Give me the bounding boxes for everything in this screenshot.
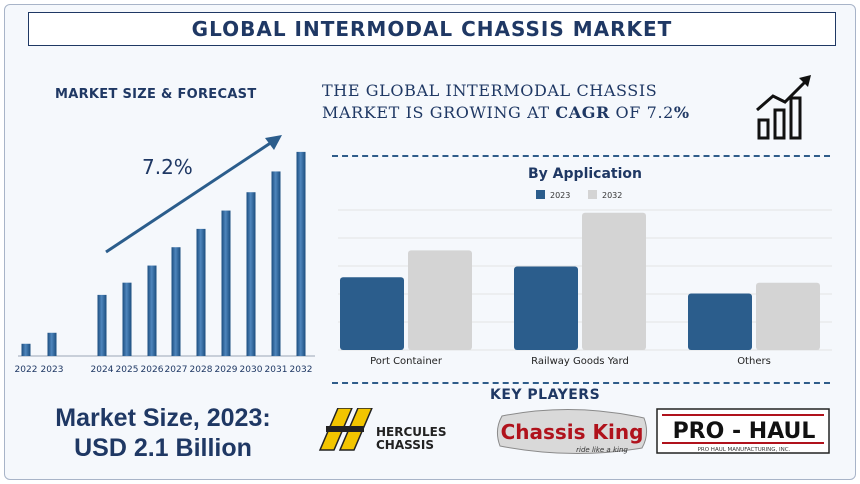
application-bar-railway-goods-yard-2023 [514,266,578,350]
forecast-bar-2028 [196,228,206,356]
headline-line2: MARKET IS GROWING AT CAGR OF 7.2% [322,102,742,124]
forecast-bar-2022 [21,343,31,356]
title-banner: GLOBAL INTERMODAL CHASSIS MARKET [28,12,836,46]
application-bar-others-2032 [756,282,820,350]
key-players-heading: KEY PLAYERS [490,387,601,403]
headline-line2-mid: OF 7.2 [609,103,674,122]
page-title: GLOBAL INTERMODAL CHASSIS MARKET [191,17,673,41]
forecast-tick-2025: 2025 [116,365,139,375]
application-bar-railway-goods-yard-2032 [582,212,646,350]
market-size-value: USD 2.1 Billion [74,434,252,462]
forecast-tick-2024: 2024 [91,365,114,375]
trend-arrow-head [265,135,282,150]
headline-cagr: CAGR [555,103,610,122]
headline: THE GLOBAL INTERMODAL CHASSIS MARKET IS … [322,80,742,124]
forecast-tick-2026: 2026 [141,365,164,375]
forecast-tick-2032: 2032 [290,365,313,375]
forecast-bar-2026 [147,265,157,356]
forecast-tick-2022: 2022 [15,365,38,375]
market-size-callout: Market Size, 2023: USD 2.1 Billion [28,403,298,463]
pro-haul-subtitle: PRO HAUL MANUFACTURING, INC. [698,447,791,453]
headline-percent: % [673,103,690,122]
forecast-bar-2030 [246,192,256,356]
legend-label-2023: 2023 [550,191,570,200]
pro-haul-name: PRO - HAUL [673,419,816,444]
application-category-label: Railway Goods Yard [531,356,629,367]
application-category-label: Port Container [370,356,443,367]
application-bar-others-2023 [688,293,752,350]
forecast-bar-2023 [47,332,57,356]
divider-top [332,155,830,157]
forecast-tick-2031: 2031 [265,365,288,375]
headline-line1: THE GLOBAL INTERMODAL CHASSIS [322,81,658,100]
divider-bottom [332,382,830,384]
application-category-label: Others [737,356,771,367]
pro-haul-logo: PRO - HAUL PRO HAUL MANUFACTURING, INC. [656,408,830,454]
application-bar-port-container-2023 [340,277,404,350]
cagr-annotation: 7.2% [142,155,193,179]
forecast-tick-2023: 2023 [41,365,64,375]
chassis-king-name: Chassis King [501,420,644,444]
page-frame [4,4,856,480]
forecast-tick-2030: 2030 [240,365,263,375]
growth-chart-icon [756,75,811,140]
trend-arrow-icon [105,138,276,254]
legend-label-2032: 2032 [602,191,622,200]
forecast-bar-2032 [296,151,306,356]
forecast-bar-2029 [221,210,231,356]
chassis-king-tagline: ride like a king [576,446,628,454]
application-chart-title: By Application [528,166,642,182]
forecast-bar-2024 [97,294,107,356]
forecast-tick-2027: 2027 [165,365,188,375]
hercules-name: HERCULES [376,425,447,439]
headline-line2-prefix: MARKET IS GROWING AT [322,103,556,122]
legend-swatch-2032 [588,190,597,199]
forecast-tick-2028: 2028 [190,365,213,375]
forecast-bar-2025 [122,282,132,356]
forecast-chart: 2022 2023 2024 2025 2026 2027 2028 2029 2030 2031… [15,135,315,375]
market-size-label: Market Size, 2023: [55,404,271,432]
forecast-bar-2031 [271,171,281,356]
legend-swatch-2023 [536,190,545,199]
hercules-sub: CHASSIS [376,438,434,452]
forecast-subtitle: MARKET SIZE & FORECAST [55,87,257,102]
forecast-tick-2029: 2029 [215,365,238,375]
forecast-bar-2027 [171,247,181,356]
hercules-chassis-logo: HERCULES CHASSIS [318,408,447,452]
chassis-king-logo: Chassis King ride like a king [496,408,648,454]
application-bar-port-container-2032 [408,250,472,350]
application-chart: By Application 2023 2032 Port Container Ra… [338,166,832,367]
